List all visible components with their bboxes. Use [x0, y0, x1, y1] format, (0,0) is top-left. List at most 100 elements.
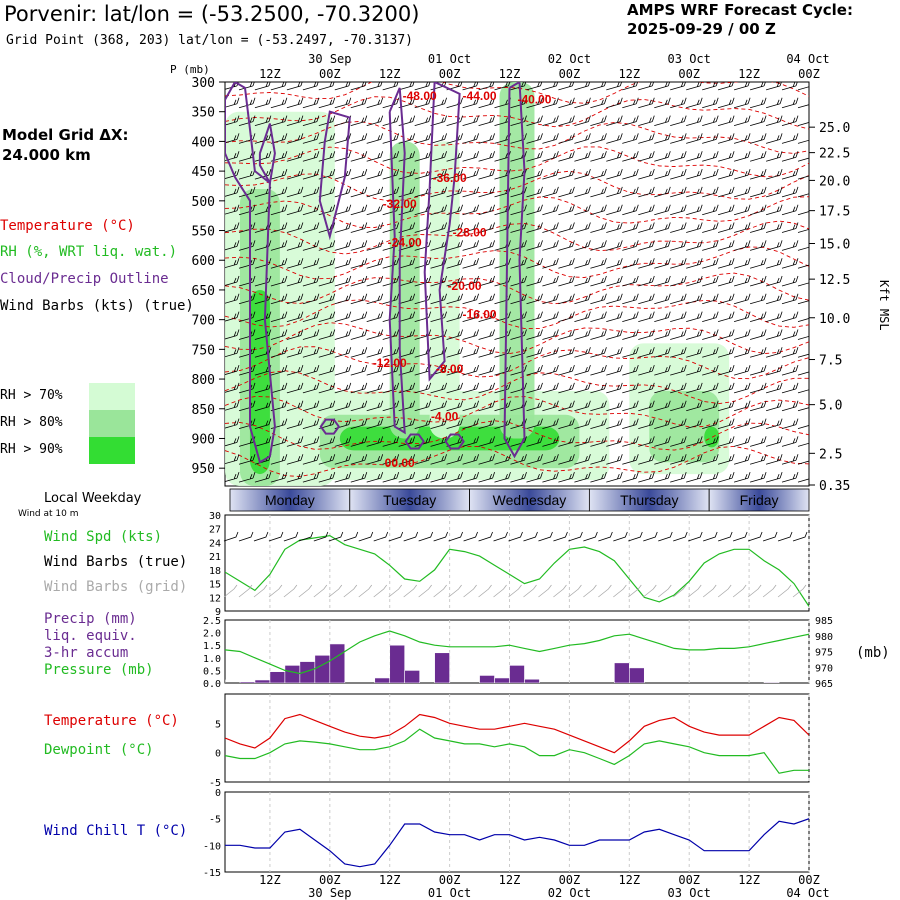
dewpoint-line-group: [225, 728, 809, 774]
temperature-contour-label: -8.00: [436, 362, 464, 376]
page-title: Porvenir: lat/lon = (-53.2500, -70.3200): [4, 2, 420, 26]
temperature-contour-label: -36.00: [433, 171, 467, 185]
wind-chill-panel: 0 -5 -10 -15: [203, 788, 810, 879]
panel-y-tick-label: 0.0: [203, 679, 221, 690]
height-tick-label: 17.5: [819, 205, 850, 220]
wind-barb-row: [225, 82, 809, 91]
temperature-contour-label: -12.00: [373, 356, 407, 370]
temperature-line-group: [225, 713, 809, 754]
wind-barbs-true-row: [223, 531, 808, 542]
temperature-contour: [225, 272, 809, 305]
rh-region-80: [389, 141, 420, 439]
wind-barb-row: [225, 151, 809, 162]
legend-precip-accum: 3-hr accum: [44, 645, 129, 661]
wind-barb-row: [225, 240, 809, 251]
pressure-tick-label: 950: [192, 462, 215, 477]
legend-temperature-2: Temperature (°C): [44, 713, 179, 729]
cloud-loop: [404, 433, 425, 450]
time-hour-label-bottom: 12Z: [618, 873, 640, 887]
precip-bar: [269, 671, 286, 683]
wind-barb-row: [225, 293, 809, 305]
temperature-contour: [225, 246, 809, 280]
temperature-line: [225, 713, 809, 754]
precip-bar: [239, 681, 256, 683]
panel-frame: [224, 693, 810, 783]
rh-region-90: [249, 289, 270, 475]
legend-cloud-outline: Cloud/Precip Outline: [0, 271, 169, 287]
wind-barb-row: [225, 311, 809, 322]
wind-barb-row: [225, 436, 809, 447]
cross-section-panel: -48.00 -44.00 -40.00 -36.00 -32.00 -28.00 -24.…: [192, 76, 851, 494]
wind-barb-row: [225, 471, 809, 483]
wind-barbs-grid-row: [223, 584, 807, 598]
temperature-contour-label: -40.00: [517, 92, 551, 106]
pressure-tick-label: 550: [192, 225, 215, 240]
local-weekday-label: Local Weekday: [44, 491, 142, 506]
time-hour-label-bottom: 12Z: [738, 873, 760, 887]
cloud-outline: [503, 82, 526, 459]
height-tick-label: 25.0: [819, 121, 850, 136]
legend-dewpoint: Dewpoint (°C): [44, 742, 154, 758]
forecast-cycle-label: AMPS WRF Forecast Cycle:: [627, 1, 853, 19]
legend-rh80-label: RH > 80%: [0, 415, 63, 430]
temperature-contour-label: -4.00: [431, 410, 459, 424]
time-hour-label-top: 00Z: [439, 67, 461, 81]
pressure-y2-tick-label: 975: [815, 648, 833, 659]
wind-barb-row: [225, 329, 809, 340]
height-tick-label: 7.5: [819, 354, 842, 369]
temperature-contour: [225, 346, 809, 380]
cross-section-plot: -48.00 -44.00 -40.00 -36.00 -32.00 -28.00 -24.…: [225, 82, 809, 486]
wind-barb-row: [225, 133, 809, 144]
time-hour-label-top: 12Z: [618, 67, 640, 81]
rh-region-90: [704, 426, 720, 448]
wind-speed-line-group: [225, 534, 809, 607]
panel-y-tick-label: -10: [203, 841, 221, 852]
wind-barb-row: [225, 115, 809, 126]
legend-wind-barbs-grid: Wind Barbs (grid): [44, 579, 188, 595]
panel-y-tick-label: 24: [209, 538, 221, 549]
time-date-label-bottom: 04 Oct: [786, 886, 829, 900]
wind-height-note: Wind at 10 m: [18, 509, 79, 519]
time-hour-label-bottom: 00Z: [559, 873, 581, 887]
precip-bar: [389, 644, 405, 683]
forecast-cycle-value: 2025-09-29 / 00 Z: [627, 20, 776, 38]
rh-region-70: [429, 141, 460, 439]
panel-frame: [224, 791, 810, 873]
time-date-label-bottom: 01 Oct: [428, 886, 471, 900]
cloud-outline: [318, 110, 351, 241]
pressure-line: [225, 630, 809, 675]
precip-bar: [509, 665, 525, 683]
pressure-y2-tick-label: 980: [815, 632, 833, 643]
panel-y-tick-label: 2.0: [203, 629, 221, 640]
weekday-label: Thursday: [620, 492, 678, 508]
wind-barb-row: [225, 382, 809, 394]
pressure-tick-label: 350: [192, 106, 215, 121]
wind-barb-row: [225, 418, 809, 429]
legend-precip-liq: liq. equiv.: [44, 628, 137, 644]
panel-y-tick-label: 0.5: [203, 666, 221, 677]
pressure-tick-label: 650: [192, 284, 215, 299]
legend-wind-speed: Wind Spd (kts): [44, 529, 163, 545]
height-tick-label: 2.5: [819, 447, 842, 462]
temperature-contour: [225, 445, 809, 477]
precip-bar: [494, 677, 510, 683]
time-hour-label-top: 00Z: [798, 67, 820, 81]
time-hour-label-top: 00Z: [559, 67, 581, 81]
time-hour-label-bottom: 00Z: [319, 873, 341, 887]
pressure-axis-title: P (mb): [170, 63, 210, 76]
panel-y-tick-label: -15: [203, 868, 221, 879]
panel-y-tick-label: 1.0: [203, 654, 221, 665]
precip-bar: [629, 667, 645, 683]
temperature-contour-label: 00.00: [385, 456, 415, 470]
pressure-y2-tick-label: 965: [815, 679, 833, 690]
panel-y-tick-label: -5: [209, 815, 221, 826]
legend-rh70-label: RH > 70%: [0, 388, 63, 403]
panel-y-tick-label: 0: [215, 788, 221, 799]
time-hour-label-top: 00Z: [678, 67, 700, 81]
pressure-tick-label: 500: [192, 195, 215, 210]
pressure-tick-label: 300: [192, 76, 215, 91]
precip-bar: [404, 670, 420, 683]
height-axis-title: Kft MSL: [877, 280, 891, 331]
pressure-line-group: [225, 630, 809, 675]
height-tick-label: 10.0: [819, 312, 850, 327]
